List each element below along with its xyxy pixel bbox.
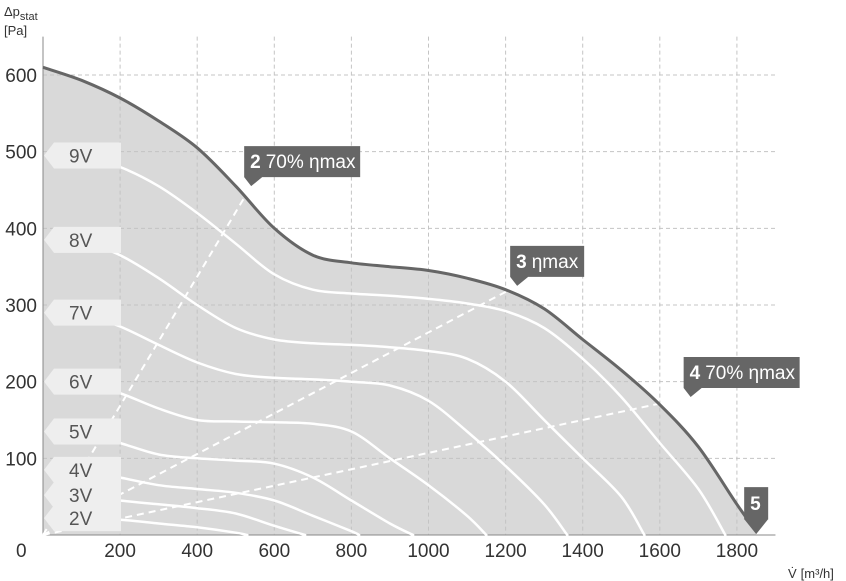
y-axis-unit: [Pa] — [4, 23, 27, 38]
callout-text: 3 ηmax — [516, 252, 579, 273]
voltage-tag-text: 8V — [69, 231, 93, 252]
axes — [42, 36, 776, 536]
voltage-tag-7V: 7V — [44, 299, 121, 326]
callout-2: 2 70% ηmax — [244, 146, 361, 187]
callout-number: 2 — [250, 152, 261, 173]
voltage-tag-text: 5V — [69, 422, 93, 443]
svg-text:V̇[m³/h]: V̇ [m³/h] — [788, 566, 834, 581]
x-axis-title: V̇ [m³/h] — [788, 566, 834, 581]
y-tick-label: 600 — [5, 66, 37, 87]
callout-bg — [683, 356, 800, 397]
voltage-tag-text: 6V — [69, 373, 93, 394]
voltage-tag-text: 3V — [69, 486, 93, 507]
voltage-tag-8V: 8V — [44, 226, 121, 253]
operating-lines — [42, 185, 691, 536]
callout-label: 70% ηmax — [705, 363, 795, 384]
curve-8V — [80, 238, 646, 537]
voltage-tag-bg — [44, 482, 121, 509]
x-tick-label: 400 — [181, 541, 213, 562]
voltage-tag-bg — [44, 368, 121, 395]
x-tick-label: 200 — [104, 541, 136, 562]
voltage-tag-bg — [44, 226, 121, 253]
max-curve-group — [42, 65, 758, 533]
callout-5: 5 — [744, 487, 769, 535]
callout-4: 4 70% ηmax — [683, 356, 800, 397]
grid — [43, 36, 776, 535]
callout-number: 3 — [516, 252, 527, 273]
y-tick-label: 200 — [5, 373, 37, 394]
operating-line-2 — [42, 185, 253, 536]
curve-7V — [80, 311, 569, 537]
y-axis-symbol: Δp — [4, 4, 20, 19]
x-tick-label: 1200 — [484, 541, 526, 562]
voltage-tag-bg — [44, 505, 121, 532]
voltage-tag-9V: 9V — [44, 142, 121, 169]
y-axis-subscript: stat — [20, 11, 38, 23]
max-curve — [42, 65, 758, 533]
voltage-tag-bg — [44, 456, 121, 483]
x-axis-unit: [m³/h] — [801, 566, 834, 581]
operating-area-fill — [43, 67, 757, 536]
callout-number: 5 — [750, 494, 761, 515]
voltage-tag-6V: 6V — [44, 368, 121, 395]
x-tick-label: 0 — [16, 541, 27, 562]
callout-bg — [244, 146, 361, 187]
x-tick-label: 800 — [336, 541, 368, 562]
tick-labels: 0 200 400 600 800 1000 1200 1400 1600 1800 100 200 3… — [5, 66, 758, 562]
x-tick-label: 600 — [258, 541, 290, 562]
x-tick-label: 1600 — [639, 541, 681, 562]
x-tick-label: 1000 — [407, 541, 449, 562]
voltage-tag-5V: 5V — [44, 418, 121, 445]
callout-text: 2 70% ηmax — [250, 152, 356, 173]
voltage-tag-text: 7V — [69, 304, 93, 325]
voltage-tag-bg — [44, 299, 121, 326]
curve-9V — [80, 154, 727, 537]
y-tick-label: 300 — [5, 296, 37, 317]
y-tick-label: 100 — [5, 449, 37, 470]
y-tick-label: 500 — [5, 143, 37, 164]
callout-bg — [744, 487, 769, 535]
operating-line-4 — [42, 396, 691, 536]
voltage-tag-text: 9V — [69, 146, 93, 167]
curve-5V — [80, 430, 415, 537]
voltage-tag-text: 2V — [69, 509, 93, 530]
callout-text: 4 70% ηmax — [690, 363, 796, 384]
callout-label: 70% ηmax — [266, 152, 356, 173]
callout-label: ηmax — [532, 252, 579, 273]
voltage-tag-3V: 3V — [44, 482, 121, 509]
callout-bg — [510, 245, 585, 286]
operating-line-3 — [42, 284, 518, 536]
voltage-tag-text: 4V — [69, 461, 93, 482]
callout-number: 4 — [690, 363, 701, 384]
operating-area — [43, 67, 757, 536]
x-tick-label: 1800 — [716, 541, 758, 562]
voltage-tag-bg — [44, 142, 121, 169]
voltage-tag-2V: 2V — [44, 505, 121, 532]
callout-3: 3 ηmax — [510, 245, 585, 286]
x-axis-symbol: V̇ — [788, 566, 797, 581]
voltage-curves — [80, 154, 727, 537]
y-tick-label: 400 — [5, 219, 37, 240]
svg-text:Δpstat: Δpstat — [4, 4, 38, 23]
y-axis-title: Δpstat [Pa] — [4, 4, 38, 38]
curve-6V — [80, 380, 488, 537]
voltage-tag-4V: 4V — [44, 456, 121, 483]
x-tick-label: 1400 — [562, 541, 604, 562]
curve-4V — [80, 468, 361, 537]
voltage-tag-bg — [44, 418, 121, 445]
